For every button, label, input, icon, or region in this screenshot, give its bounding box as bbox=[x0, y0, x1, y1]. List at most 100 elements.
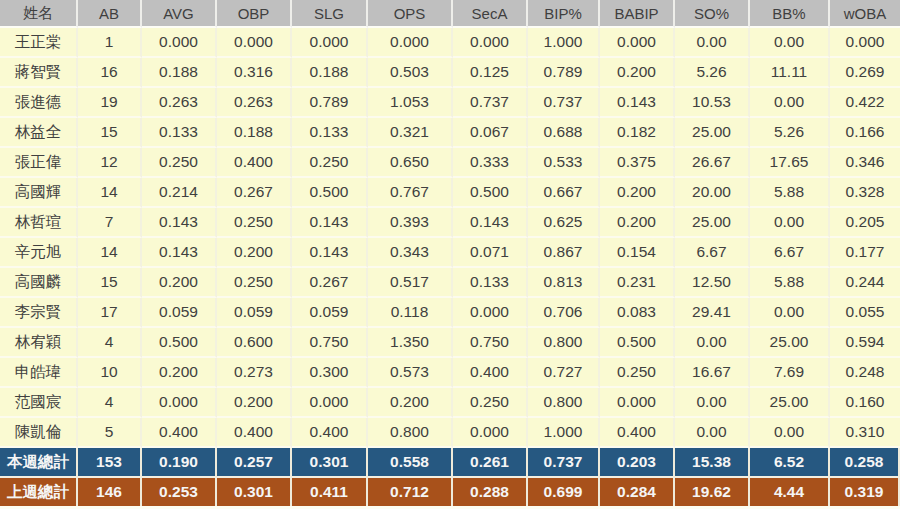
stat-cell: 0.393 bbox=[368, 208, 453, 238]
stat-cell: 0.000 bbox=[600, 28, 675, 58]
stat-cell: 0.083 bbox=[600, 298, 675, 328]
stat-cell: 0.600 bbox=[217, 328, 292, 358]
total-stat-cell: 6.52 bbox=[750, 448, 830, 478]
stat-cell: 0.00 bbox=[750, 298, 830, 328]
stat-cell: 0.250 bbox=[142, 148, 217, 178]
stat-cell: 0.143 bbox=[292, 208, 368, 238]
stat-cell: 0.200 bbox=[600, 58, 675, 88]
stat-cell: 0.071 bbox=[453, 238, 528, 268]
player-name-cell: 蔣智賢 bbox=[0, 58, 78, 88]
stat-cell: 0.343 bbox=[368, 238, 453, 268]
stat-cell: 0.400 bbox=[217, 148, 292, 178]
stat-cell: 0.667 bbox=[528, 178, 600, 208]
stat-cell: 26.67 bbox=[675, 148, 750, 178]
stat-cell: 0.517 bbox=[368, 268, 453, 298]
stat-cell: 0.182 bbox=[600, 118, 675, 148]
stat-cell: 0.813 bbox=[528, 268, 600, 298]
stat-cell: 0.067 bbox=[453, 118, 528, 148]
player-row: 高國麟150.2000.2500.2670.5170.1330.8130.231… bbox=[0, 268, 900, 298]
stat-cell: 0.867 bbox=[528, 238, 600, 268]
stat-cell: 0.143 bbox=[142, 238, 217, 268]
total-stat-cell: 0.288 bbox=[453, 478, 528, 506]
stat-cell: 0.000 bbox=[453, 28, 528, 58]
stat-cell: 0.727 bbox=[528, 358, 600, 388]
stat-cell: 12 bbox=[78, 148, 142, 178]
batting-stats-page: 姓名ABAVGOBPSLGOPSSecABIP%BABIPSO%BB%wOBA … bbox=[0, 0, 900, 509]
stat-cell: 12.50 bbox=[675, 268, 750, 298]
total-stat-cell: 0.284 bbox=[600, 478, 675, 506]
stat-cell: 0.500 bbox=[142, 328, 217, 358]
player-name-cell: 張進德 bbox=[0, 88, 78, 118]
stat-cell: 0.316 bbox=[217, 58, 292, 88]
stat-cell: 0.00 bbox=[750, 208, 830, 238]
stat-cell: 5.88 bbox=[750, 268, 830, 298]
player-row: 林益全150.1330.1880.1330.3210.0670.6880.182… bbox=[0, 118, 900, 148]
stat-cell: 0.800 bbox=[528, 328, 600, 358]
stat-cell: 0.400 bbox=[453, 358, 528, 388]
total-stat-cell: 0.558 bbox=[368, 448, 453, 478]
player-name-cell: 林益全 bbox=[0, 118, 78, 148]
stat-cell: 15 bbox=[78, 268, 142, 298]
total-label-cell: 本週總計 bbox=[0, 448, 78, 478]
stat-cell: 14 bbox=[78, 178, 142, 208]
stat-cell: 0.269 bbox=[830, 58, 900, 88]
header-cell-obp: OBP bbox=[217, 0, 292, 28]
stat-cell: 0.244 bbox=[830, 268, 900, 298]
player-row: 林宥穎40.5000.6000.7501.3500.7500.8000.5000… bbox=[0, 328, 900, 358]
total-stat-cell: 0.253 bbox=[142, 478, 217, 506]
stat-cell: 0.000 bbox=[453, 418, 528, 448]
header-cell-ops: OPS bbox=[368, 0, 453, 28]
stat-cell: 0.800 bbox=[368, 418, 453, 448]
stat-cell: 25.00 bbox=[675, 208, 750, 238]
stat-cell: 0.250 bbox=[292, 148, 368, 178]
player-row: 王正棠10.0000.0000.0000.0000.0001.0000.0000… bbox=[0, 28, 900, 58]
stat-cell: 7 bbox=[78, 208, 142, 238]
stat-cell: 0.00 bbox=[675, 28, 750, 58]
total-stat-cell: 0.258 bbox=[830, 448, 900, 478]
stat-cell: 0.533 bbox=[528, 148, 600, 178]
total-stat-cell: 0.257 bbox=[217, 448, 292, 478]
header-cell-ab: AB bbox=[78, 0, 142, 28]
stat-cell: 0.166 bbox=[830, 118, 900, 148]
stat-cell: 0.594 bbox=[830, 328, 900, 358]
stat-cell: 0.118 bbox=[368, 298, 453, 328]
stat-cell: 1.350 bbox=[368, 328, 453, 358]
stat-cell: 0.300 bbox=[292, 358, 368, 388]
player-name-cell: 申皓瑋 bbox=[0, 358, 78, 388]
stat-cell: 25.00 bbox=[750, 388, 830, 418]
stat-cell: 0.328 bbox=[830, 178, 900, 208]
stat-cell: 6.67 bbox=[750, 238, 830, 268]
stat-cell: 0.00 bbox=[675, 418, 750, 448]
stat-cell: 0.333 bbox=[453, 148, 528, 178]
stat-cell: 0.706 bbox=[528, 298, 600, 328]
stat-cell: 0.000 bbox=[368, 28, 453, 58]
stat-cell: 25.00 bbox=[675, 118, 750, 148]
header-cell-name: 姓名 bbox=[0, 0, 78, 28]
stat-cell: 0.00 bbox=[750, 28, 830, 58]
stat-cell: 0.000 bbox=[830, 28, 900, 58]
header-cell-babip: BABIP bbox=[600, 0, 675, 28]
stat-cell: 0.133 bbox=[292, 118, 368, 148]
stat-cell: 0.737 bbox=[528, 88, 600, 118]
player-name-cell: 高國麟 bbox=[0, 268, 78, 298]
stat-cell: 0.250 bbox=[453, 388, 528, 418]
stat-cell: 0.200 bbox=[217, 388, 292, 418]
stat-cell: 17 bbox=[78, 298, 142, 328]
total-row-last-week: 上週總計1460.2530.3010.4110.7120.2880.6990.2… bbox=[0, 478, 900, 506]
player-row: 蔣智賢160.1880.3160.1880.5030.1250.7890.200… bbox=[0, 58, 900, 88]
stat-cell: 14 bbox=[78, 238, 142, 268]
stat-cell: 0.000 bbox=[600, 388, 675, 418]
stat-cell: 0.248 bbox=[830, 358, 900, 388]
stat-cell: 0.200 bbox=[368, 388, 453, 418]
stat-cell: 0.400 bbox=[292, 418, 368, 448]
stat-cell: 0.250 bbox=[217, 268, 292, 298]
stat-cell: 0.750 bbox=[453, 328, 528, 358]
stat-cell: 0.400 bbox=[217, 418, 292, 448]
stat-cell: 10.53 bbox=[675, 88, 750, 118]
stat-cell: 11.11 bbox=[750, 58, 830, 88]
total-stat-cell: 19.62 bbox=[675, 478, 750, 506]
stat-cell: 19 bbox=[78, 88, 142, 118]
stat-cell: 0.214 bbox=[142, 178, 217, 208]
stat-cell: 0.422 bbox=[830, 88, 900, 118]
player-row: 張正偉120.2500.4000.2500.6500.3330.5330.375… bbox=[0, 148, 900, 178]
